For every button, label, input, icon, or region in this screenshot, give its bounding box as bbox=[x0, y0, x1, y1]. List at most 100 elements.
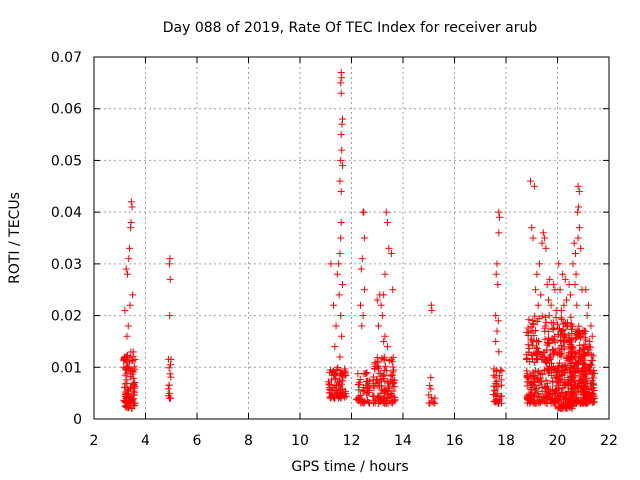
data-point bbox=[572, 270, 580, 278]
data-point bbox=[569, 344, 577, 352]
data-point bbox=[529, 327, 537, 335]
data-point bbox=[131, 363, 139, 371]
data-point bbox=[490, 382, 498, 390]
data-point bbox=[384, 343, 392, 351]
data-point bbox=[130, 399, 138, 407]
data-point bbox=[523, 351, 531, 359]
data-point bbox=[535, 315, 543, 323]
data-point bbox=[551, 347, 559, 355]
data-point bbox=[580, 397, 588, 405]
data-point bbox=[124, 322, 132, 330]
data-point bbox=[557, 314, 565, 322]
data-point bbox=[122, 265, 130, 273]
data-point bbox=[428, 306, 436, 314]
data-point bbox=[495, 229, 503, 237]
data-point bbox=[542, 318, 550, 326]
data-point bbox=[573, 301, 581, 309]
data-point bbox=[492, 337, 500, 345]
data-point bbox=[427, 301, 435, 309]
data-point bbox=[544, 390, 552, 398]
data-point bbox=[540, 366, 548, 374]
data-point bbox=[121, 306, 129, 314]
data-point bbox=[530, 377, 538, 385]
data-point bbox=[561, 395, 569, 403]
data-point bbox=[166, 275, 174, 283]
data-point bbox=[535, 348, 543, 356]
data-point bbox=[541, 234, 549, 242]
data-point bbox=[555, 372, 563, 380]
data-point bbox=[331, 343, 339, 351]
data-point bbox=[355, 381, 363, 389]
data-point bbox=[581, 371, 589, 379]
y-axis-label: ROTI / TECUs bbox=[7, 192, 23, 284]
data-point bbox=[125, 364, 133, 372]
data-point bbox=[380, 337, 388, 345]
data-point bbox=[338, 146, 346, 154]
data-point bbox=[538, 239, 546, 247]
data-point bbox=[127, 218, 135, 226]
data-point bbox=[568, 325, 576, 333]
data-point bbox=[527, 336, 535, 344]
data-point bbox=[127, 348, 135, 356]
data-point bbox=[574, 208, 582, 216]
data-point bbox=[164, 355, 172, 363]
data-point bbox=[369, 392, 377, 400]
data-point bbox=[572, 382, 580, 390]
data-point bbox=[356, 375, 364, 383]
data-point bbox=[120, 353, 128, 361]
data-point bbox=[377, 377, 385, 385]
data-point bbox=[584, 301, 592, 309]
y-tick-label: 0.05 bbox=[51, 153, 82, 169]
data-point bbox=[534, 374, 542, 382]
data-point bbox=[531, 312, 539, 320]
data-point bbox=[529, 368, 537, 376]
data-point bbox=[544, 327, 552, 335]
data-point bbox=[381, 332, 389, 340]
data-point bbox=[332, 381, 340, 389]
data-point bbox=[380, 371, 388, 379]
data-point bbox=[381, 399, 389, 407]
data-point bbox=[337, 89, 345, 97]
data-point bbox=[541, 313, 549, 321]
data-point bbox=[588, 377, 596, 385]
data-point bbox=[559, 270, 567, 278]
data-point bbox=[383, 367, 391, 375]
data-point bbox=[529, 320, 537, 328]
data-point bbox=[166, 312, 174, 320]
data-point bbox=[575, 203, 583, 211]
data-point bbox=[586, 360, 594, 368]
data-point bbox=[554, 364, 562, 372]
data-point bbox=[533, 345, 541, 353]
data-point bbox=[336, 376, 344, 384]
data-point bbox=[582, 369, 590, 377]
data-point bbox=[523, 328, 531, 336]
y-tick-label: 0.03 bbox=[51, 257, 82, 273]
data-point bbox=[495, 208, 503, 216]
data-point bbox=[554, 377, 562, 385]
data-point bbox=[338, 281, 346, 289]
data-point bbox=[587, 322, 595, 330]
data-point bbox=[528, 398, 536, 406]
data-point bbox=[554, 378, 562, 386]
data-point bbox=[582, 336, 590, 344]
data-point bbox=[167, 373, 175, 381]
data-point bbox=[528, 380, 536, 388]
data-point bbox=[492, 270, 500, 278]
data-point bbox=[539, 229, 547, 237]
data-point bbox=[532, 386, 540, 394]
data-point bbox=[565, 367, 573, 375]
data-point bbox=[577, 244, 585, 252]
data-point bbox=[494, 317, 502, 325]
chart-title: Day 088 of 2019, Rate Of TEC Index for r… bbox=[163, 20, 538, 36]
data-points bbox=[120, 69, 599, 413]
data-point bbox=[530, 182, 538, 190]
data-point bbox=[549, 386, 557, 394]
data-point bbox=[336, 250, 344, 258]
data-point bbox=[336, 353, 344, 361]
data-point bbox=[165, 381, 173, 389]
data-point bbox=[495, 348, 503, 356]
data-point bbox=[527, 327, 535, 335]
data-point bbox=[534, 368, 542, 376]
data-point bbox=[545, 335, 553, 343]
data-point bbox=[495, 372, 503, 380]
